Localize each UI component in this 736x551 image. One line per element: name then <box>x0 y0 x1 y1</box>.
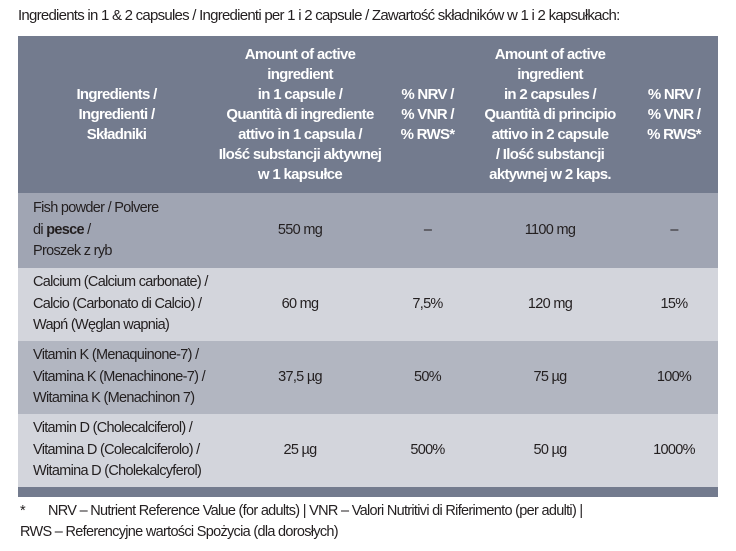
ingredient-cell: Fish powder / Polvere di pesce / Proszek z… <box>18 193 215 268</box>
header-amount-2-capsules: Amount of active ingredient in 2 capsules … <box>470 36 630 193</box>
table-row: Vitamin K (Menaquinone-7) / Vitamina K (M… <box>18 341 718 414</box>
header-ingredients: Ingredients / Ingredienti / Składniki <box>18 36 215 193</box>
nrv-2-cell: – <box>630 193 718 268</box>
header-amount-1-capsule: Amount of active ingredient in 1 capsule /… <box>215 36 385 193</box>
header-nrv-2: % NRV /% VNR /% RWS* <box>630 36 718 193</box>
amount-2-cell: 75 µg <box>470 341 630 414</box>
amount-2-cell: 1100 mg <box>470 193 630 268</box>
amount-1-cell: 60 mg <box>215 268 385 341</box>
nrv-1-cell: 7,5% <box>385 268 470 341</box>
ingredient-cell: Vitamin K (Menaquinone-7) / Vitamina K (M… <box>18 341 215 414</box>
ingredient-cell: Vitamin D (Cholecalciferol) / Vitamina D … <box>18 414 215 487</box>
nrv-1-cell: – <box>385 193 470 268</box>
table-title: Ingredients in 1 & 2 capsules / Ingredie… <box>18 7 620 24</box>
footnote-line-1: NRV – Nutrient Reference Value (for adul… <box>48 503 583 519</box>
table-row: Calcium (Calcium carbonate) / Calcio (Car… <box>18 268 718 341</box>
table-bottom-bar <box>18 487 718 497</box>
amount-1-cell: 37,5 µg <box>215 341 385 414</box>
header-row: Ingredients / Ingredienti / Składniki Amou… <box>18 36 718 193</box>
nrv-2-cell: 100% <box>630 341 718 414</box>
nrv-2-cell: 15% <box>630 268 718 341</box>
amount-2-cell: 120 mg <box>470 268 630 341</box>
nrv-2-cell: 1000% <box>630 414 718 487</box>
ingredient-cell: Calcium (Calcium carbonate) / Calcio (Car… <box>18 268 215 341</box>
ingredients-table: Ingredients / Ingredienti / Składniki Amou… <box>18 36 718 497</box>
footnote-marker: * <box>20 503 26 519</box>
nrv-1-cell: 50% <box>385 341 470 414</box>
table-row: Fish powder / Polvere di pesce / Proszek z… <box>18 193 718 268</box>
footnote-line-2: RWS – Referencyjne wartości Spożycia (dl… <box>20 524 339 540</box>
header-nrv-1: % NRV /% VNR /% RWS* <box>385 36 470 193</box>
nrv-1-cell: 500% <box>385 414 470 487</box>
amount-1-cell: 25 µg <box>215 414 385 487</box>
footnote: * NRV – Nutrient Reference Value (for adu… <box>20 501 720 543</box>
amount-1-cell: 550 mg <box>215 193 385 268</box>
amount-2-cell: 50 µg <box>470 414 630 487</box>
table-row: Vitamin D (Cholecalciferol) / Vitamina D … <box>18 414 718 487</box>
